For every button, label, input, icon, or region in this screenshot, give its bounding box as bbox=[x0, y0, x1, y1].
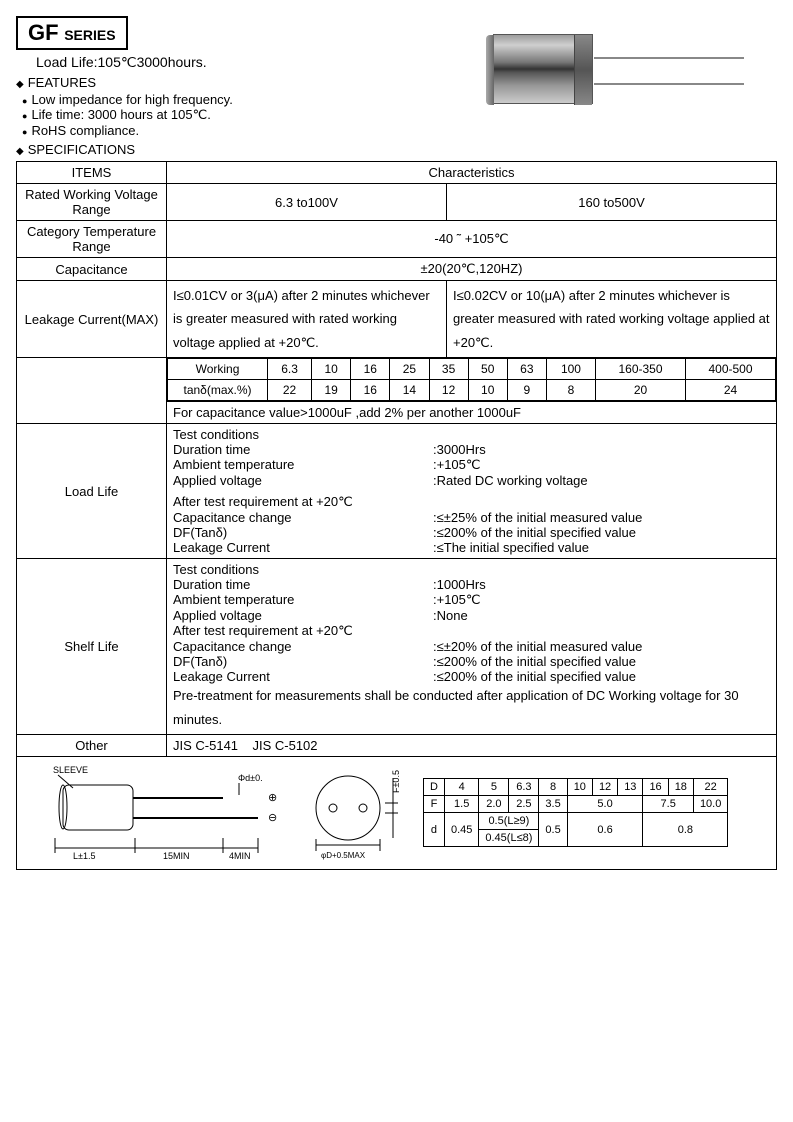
shelflife-note: Pre-treatment for measurements shall be … bbox=[173, 684, 770, 731]
side-diagram: SLEEVE Φd±0. ⊕ ⊖ L±1.5 15MIN 4MIN bbox=[23, 763, 293, 863]
feature-item: Life time: 3000 hours at 105℃. bbox=[22, 107, 777, 123]
svg-text:SLEEVE: SLEEVE bbox=[53, 765, 88, 775]
svg-text:Φd±0.: Φd±0. bbox=[238, 773, 263, 783]
svg-text:L±1.5: L±1.5 bbox=[73, 851, 95, 861]
loadlife-label: Load Life bbox=[17, 424, 167, 559]
dissipation-note: For capacitance value>1000uF ,add 2% per… bbox=[167, 402, 777, 424]
characteristics-header: Characteristics bbox=[167, 162, 777, 184]
items-header: ITEMS bbox=[17, 162, 167, 184]
svg-text:4MIN: 4MIN bbox=[229, 851, 251, 861]
working-label: Working bbox=[168, 359, 268, 380]
series-name: GF bbox=[28, 20, 59, 45]
dimension-table: D 4 5 6.3 8 10 12 13 16 18 22 F 1.5 2.0 … bbox=[423, 778, 728, 847]
svg-text:⊖: ⊖ bbox=[268, 812, 277, 824]
tan-label: tanδ(max.%) bbox=[168, 380, 268, 401]
series-title-box: GF SERIES bbox=[16, 16, 128, 50]
test-conditions: Test conditions bbox=[173, 427, 770, 442]
feature-item: RoHS compliance. bbox=[22, 123, 777, 138]
temp-range-value: -40 ˜ +105℃ bbox=[167, 221, 777, 258]
test-conditions: Test conditions bbox=[173, 562, 770, 577]
dissipation-table: Working 6.3 10 16 25 35 50 63 100 160-35… bbox=[167, 358, 776, 401]
table-row: F 1.5 2.0 2.5 3.5 5.0 7.5 10.0 bbox=[424, 796, 728, 813]
capacitance-label: Capacitance bbox=[17, 258, 167, 281]
capacitance-value: ±20(20℃,120HZ) bbox=[167, 258, 777, 281]
shelflife-label: Shelf Life bbox=[17, 559, 167, 735]
shelflife-cell: Test conditions Duration time:1000Hrs Am… bbox=[167, 559, 777, 735]
capacitor-illustration bbox=[493, 34, 753, 104]
leakage-label: Leakage Current(MAX) bbox=[17, 281, 167, 358]
specs-header: SPECIFICATIONS bbox=[16, 142, 777, 157]
leakage-val1: I≤0.01CV or 3(μA) after 2 minutes whiche… bbox=[167, 281, 447, 358]
after-test: After test requirement at +20℃ bbox=[173, 494, 770, 510]
svg-text:⊕: ⊕ bbox=[268, 792, 277, 804]
other-value: JIS C-5141 JIS C-5102 bbox=[167, 734, 777, 756]
table-row: d 0.45 0.5(L≥9) 0.5 0.6 0.8 bbox=[424, 813, 728, 830]
dimension-section: SLEEVE Φd±0. ⊕ ⊖ L±1.5 15MIN 4MIN F±0.5 … bbox=[16, 757, 777, 870]
rated-voltage-label: Rated Working Voltage Range bbox=[17, 184, 167, 221]
rated-voltage-val2: 160 to500V bbox=[447, 184, 777, 221]
table-row: tanδ(max.%) 22 19 16 14 12 10 9 8 20 24 bbox=[168, 380, 776, 401]
svg-text:15MIN: 15MIN bbox=[163, 851, 190, 861]
svg-text:φD+0.5MAX: φD+0.5MAX bbox=[321, 851, 366, 860]
rated-voltage-val1: 6.3 to100V bbox=[167, 184, 447, 221]
loadlife-cell: Test conditions Duration time:3000Hrs Am… bbox=[167, 424, 777, 559]
dissipation-empty bbox=[17, 358, 167, 424]
other-label: Other bbox=[17, 734, 167, 756]
specifications-table: ITEMS Characteristics Rated Working Volt… bbox=[16, 161, 777, 757]
table-row: D 4 5 6.3 8 10 12 13 16 18 22 bbox=[424, 779, 728, 796]
series-word: SERIES bbox=[64, 27, 115, 43]
svg-text:F±0.5: F±0.5 bbox=[391, 770, 401, 793]
front-diagram: F±0.5 φD+0.5MAX bbox=[303, 763, 413, 863]
after-test: After test requirement at +20℃ bbox=[173, 623, 770, 639]
temp-range-label: Category Temperature Range bbox=[17, 221, 167, 258]
leakage-val2: I≤0.02CV or 10(μA) after 2 minutes which… bbox=[447, 281, 777, 358]
table-row: Working 6.3 10 16 25 35 50 63 100 160-35… bbox=[168, 359, 776, 380]
dissipation-cell: Working 6.3 10 16 25 35 50 63 100 160-35… bbox=[167, 358, 777, 402]
